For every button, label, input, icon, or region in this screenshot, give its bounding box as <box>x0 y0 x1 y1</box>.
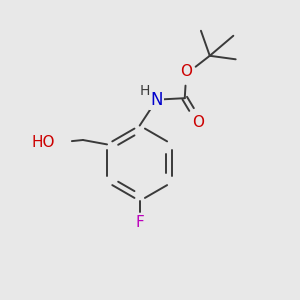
Text: F: F <box>135 214 144 230</box>
Text: H: H <box>140 84 150 98</box>
Text: O: O <box>193 115 205 130</box>
Text: HO: HO <box>31 135 55 150</box>
Text: N: N <box>151 91 163 109</box>
Text: O: O <box>180 64 192 79</box>
